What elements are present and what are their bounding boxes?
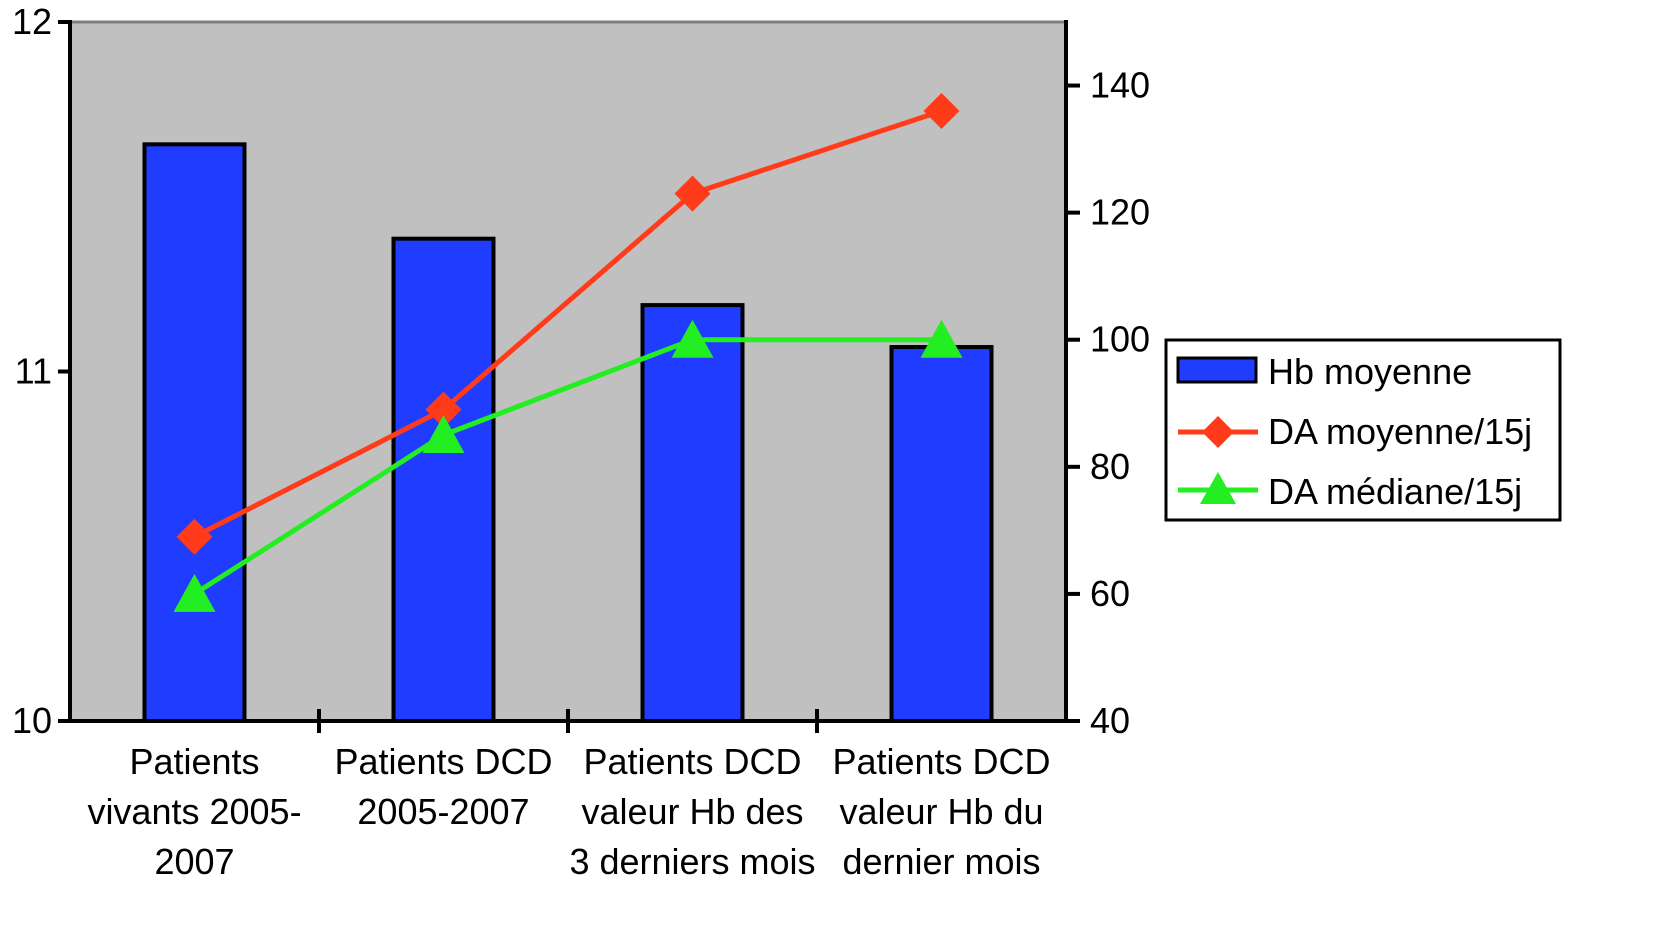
triangle-marker-1 xyxy=(173,573,216,612)
legend-swatch-hb-moyenne xyxy=(1176,356,1258,384)
y-right-tick-label: 100 xyxy=(1090,319,1150,360)
diamond-marker-3 xyxy=(674,175,711,212)
bar-1 xyxy=(142,142,247,723)
category-label-line: vivants 2005- xyxy=(87,791,301,832)
triangle-marker-3 xyxy=(671,319,714,358)
category-label-line: Patients DCD xyxy=(334,741,552,782)
category-label-line: 2005-2007 xyxy=(357,791,529,832)
category-label-line: valeur Hb des xyxy=(581,791,803,832)
category-label-line: valeur Hb du xyxy=(839,791,1043,832)
diamond-marker-1 xyxy=(176,518,213,555)
triangle-marker-4 xyxy=(920,319,963,358)
category-label-line: 3 derniers mois xyxy=(569,841,815,882)
category-label-3: Patients DCD valeur Hb des 3 derniers mois xyxy=(569,741,815,882)
line-da-mediane xyxy=(193,337,942,597)
legend-label-hb-moyenne: Hb moyenne xyxy=(1268,351,1472,392)
diamond-marker-4 xyxy=(923,92,960,129)
y-left-tick-label: 10 xyxy=(12,700,52,741)
bar-3 xyxy=(640,303,745,723)
legend-label-da-moyenne: DA moyenne/15j xyxy=(1268,411,1532,452)
legend-diamond-icon xyxy=(1202,416,1234,448)
legend-label-da-mediane: DA médiane/15j xyxy=(1268,471,1522,512)
category-label-line: Patients DCD xyxy=(832,741,1050,782)
line-da-moyenne xyxy=(193,108,943,539)
diamond-marker-2 xyxy=(425,391,462,428)
category-label-4: Patients DCD valeur Hb du dernier mois xyxy=(832,741,1050,882)
y-right-tick-label: 60 xyxy=(1090,573,1130,614)
y-left-tick-label: 11 xyxy=(15,351,52,392)
category-label-line: 2007 xyxy=(154,841,234,882)
y-left-tick-label: 12 xyxy=(12,1,52,42)
y-right-tick-label: 120 xyxy=(1090,192,1150,233)
legend: Hb moyenne DA moyenne/15j DA médiane/15j xyxy=(1164,338,1562,522)
category-label-1: Patients vivants 2005- 2007 xyxy=(87,741,301,882)
triangle-marker-2 xyxy=(422,415,465,454)
category-label-line: Patients xyxy=(129,741,259,782)
bar-2 xyxy=(391,236,496,723)
category-label-line: Patients DCD xyxy=(583,741,801,782)
category-label-line: dernier mois xyxy=(842,841,1040,882)
y-right-tick-label: 40 xyxy=(1090,700,1130,741)
category-label-2: Patients DCD 2005-2007 xyxy=(334,741,552,832)
y-right-tick-label: 80 xyxy=(1090,446,1130,487)
y-right-tick-label: 140 xyxy=(1090,65,1150,106)
bar-4 xyxy=(889,345,994,723)
legend-triangle-icon xyxy=(1200,472,1236,504)
